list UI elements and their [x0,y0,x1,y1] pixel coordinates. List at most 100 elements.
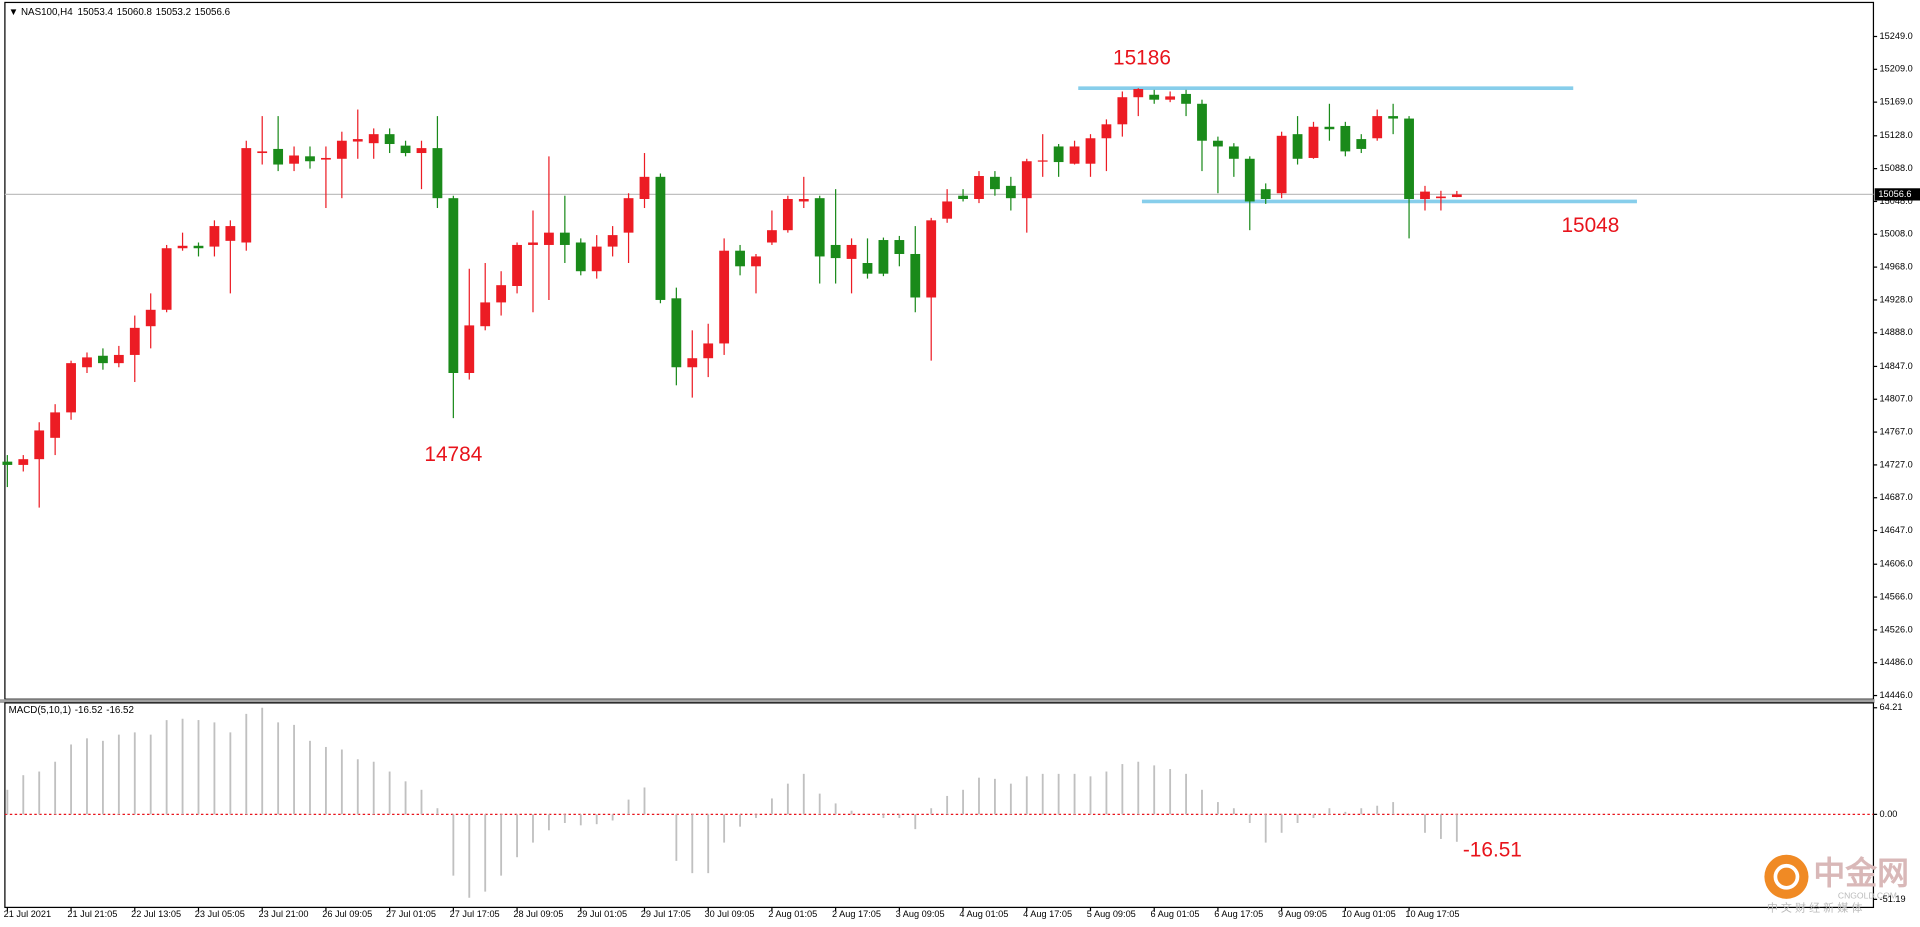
candle-body [177,245,188,249]
y-tick-label: 15209.0 [1880,64,1913,74]
watermark-logo [1764,854,1809,899]
x-tick-label: 29 Jul 01:05 [577,909,627,919]
x-tick-label: 5 Aug 09:05 [1087,909,1136,919]
candle-body [241,148,252,243]
price-label-box [1874,188,1920,201]
signal-value: -16.52 [106,705,134,716]
x-tick-label: 30 Jul 09:05 [705,909,755,919]
candle-body [336,140,347,159]
x-tick-label: 21 Jul 2021 [4,909,51,919]
candle-body [1069,146,1080,164]
candle-body [273,148,284,165]
x-tick-label: 27 Jul 17:05 [450,909,500,919]
x-tick-label: 23 Jul 21:00 [259,909,309,919]
y-tick-label: 14446.0 [1880,690,1913,700]
candle-body [878,240,889,274]
candle-body [894,240,905,254]
candle-body [82,357,92,368]
candle-body [464,325,475,373]
x-tick-label: 22 Jul 13:05 [131,909,181,919]
candle-body [1388,116,1399,119]
price-annotation: 15048 [1561,214,1619,237]
candle-body [814,198,825,257]
y-tick-label: 15128.0 [1880,130,1913,140]
candle-body [448,198,459,373]
y-tick-label: 14968.0 [1880,262,1913,272]
candle-body [687,358,698,368]
candle-body [34,430,45,460]
x-tick-label: 21 Jul 21:05 [67,909,117,919]
candle-body [830,244,841,259]
candle-body [18,459,29,465]
y-tick-label: 14647.0 [1880,525,1913,535]
candle-body [990,176,1000,190]
y-tick-label: 15169.0 [1880,97,1913,107]
candle-body [368,134,379,144]
price-annotation: 14784 [424,443,482,466]
y-tick-label: 15088.0 [1880,163,1913,173]
candle-body [528,242,538,245]
macd-panel-frame [4,702,1875,909]
current-price-label: 15056.6 [1878,189,1911,199]
candle-body [1420,191,1430,199]
y-tick-label: 14807.0 [1880,394,1913,404]
y-tick-label: 14526.0 [1880,624,1913,634]
candle-body [257,151,268,154]
x-tick-label: 9 Aug 09:05 [1278,909,1327,919]
header-open: 15053.4 [78,7,114,18]
candle-body [559,232,570,245]
candle-body [400,145,411,154]
x-tick-label: 10 Aug 01:05 [1342,909,1396,919]
chart-header: ▼ NAS100,H4 15053.4 15060.8 15053.2 15056.6 [9,7,231,18]
candle-body [751,256,761,267]
candle-body [798,198,809,202]
x-tick-label: 27 Jul 01:05 [386,909,436,919]
candle-body [113,354,124,364]
candle-body [50,412,61,438]
watermark-url: CNGOLD.COM [1838,891,1897,901]
candle-body [926,220,937,298]
watermark: 中金网 CNGOLD.COM 中 文 财 经 新 媒 体 [1764,854,1909,915]
header-close: 15056.6 [195,7,231,18]
candle-body [1053,146,1064,163]
candle-body [1085,138,1096,164]
x-tick-label: 6 Aug 01:05 [1151,909,1200,919]
y-tick-label: 14687.0 [1880,492,1913,502]
candle-body [671,298,682,368]
y-tick-label: 14888.0 [1880,327,1913,337]
candle-body [1117,97,1128,125]
y-tick-label: 14847.0 [1880,361,1913,371]
candle-body [1021,161,1032,199]
candle-body [352,139,363,142]
watermark-tagline: 中 文 财 经 新 媒 体 [1767,901,1863,915]
y-tick-label: 14767.0 [1880,427,1913,437]
candle-body [782,198,793,231]
candle-body [1005,185,1016,199]
candle-body [1101,124,1112,139]
x-tick-label: 28 Jul 09:05 [513,909,563,919]
x-tick-label: 4 Aug 01:05 [959,909,1008,919]
candle-body [1276,135,1287,194]
candle-body [767,230,777,243]
candle-body [496,285,507,303]
x-tick-label: 2 Aug 17:05 [832,909,881,919]
candle-body [1181,93,1191,104]
candle-body [910,253,921,298]
candle-body [1292,134,1303,159]
candle-body [1372,116,1383,139]
candle-body [193,245,204,249]
candle-body [623,198,634,233]
candle-body [1213,140,1223,147]
candle-body [846,244,857,259]
y-tick-label: 14566.0 [1880,591,1913,601]
candle-body [384,134,395,145]
candle-body [2,461,13,465]
y-tick-label: 14928.0 [1880,294,1913,304]
candle-body [942,201,953,219]
x-tick-label: 3 Aug 09:05 [896,909,945,919]
candle-body [958,195,968,199]
price-annotation: 15186 [1113,46,1171,69]
x-tick-label: 23 Jul 05:05 [195,909,245,919]
macd-annotation: -16.51 [1463,839,1522,862]
